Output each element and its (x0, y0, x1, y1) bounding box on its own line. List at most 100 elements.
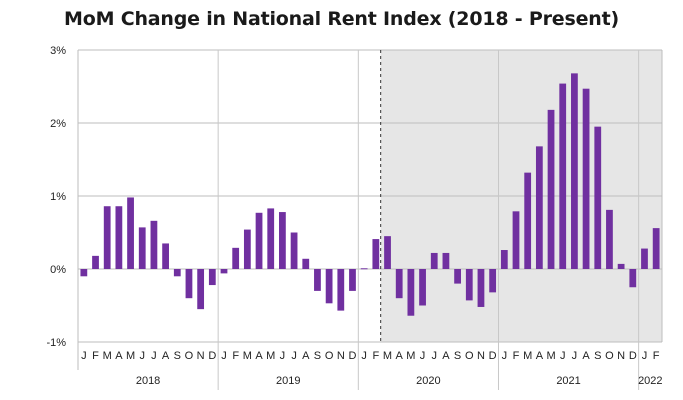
bar (407, 269, 415, 316)
month-tick-label: M (406, 350, 415, 362)
bar (524, 172, 532, 269)
month-tick-label: O (325, 350, 334, 362)
month-tick-label: O (185, 350, 194, 362)
month-tick-label: J (642, 350, 648, 362)
bar (127, 197, 134, 269)
chart-title: MoM Change in National Rent Index (2018 … (64, 8, 619, 30)
month-tick-label: F (372, 350, 379, 362)
bar (535, 146, 543, 269)
month-tick-label: F (653, 350, 660, 362)
bar (617, 263, 625, 269)
month-tick-label: F (513, 350, 520, 362)
y-tick-label: 0% (50, 264, 66, 276)
month-tick-label: S (174, 350, 181, 362)
bar (571, 73, 578, 269)
bar (419, 269, 426, 306)
bar (80, 269, 88, 277)
bar (594, 126, 602, 270)
month-tick-label: J (291, 350, 297, 362)
month-tick-label: M (266, 350, 275, 362)
bar (279, 212, 286, 269)
bar (652, 228, 660, 269)
month-tick-label: J (431, 350, 437, 362)
year-label: 2018 (136, 375, 160, 387)
bar (302, 258, 310, 269)
month-tick-label: D (349, 350, 357, 362)
month-tick-label: F (232, 350, 239, 362)
month-tick-label: N (617, 350, 625, 362)
bar (430, 252, 438, 269)
bar (442, 252, 450, 269)
month-tick-label: M (546, 350, 555, 362)
month-tick-label: A (536, 350, 544, 362)
x-axis-year-labels: 2018 2019 2020 2021 2022 (136, 375, 663, 387)
bar (243, 229, 251, 269)
month-tick-label: S (594, 350, 601, 362)
bar (454, 269, 461, 284)
y-tick-label: 2% (50, 118, 66, 130)
bar (173, 269, 181, 277)
bar (512, 211, 520, 269)
bar (197, 269, 205, 310)
month-tick-label: F (92, 350, 99, 362)
month-tick-label: A (255, 350, 263, 362)
bar (547, 109, 555, 269)
month-tick-label: J (151, 350, 157, 362)
bar (92, 255, 99, 269)
bar (185, 269, 193, 299)
year-separators (217, 50, 640, 390)
month-tick-label: J (139, 350, 145, 362)
bar (384, 236, 391, 269)
month-tick-label: S (454, 350, 461, 362)
bar (220, 269, 228, 274)
bar (559, 83, 567, 269)
month-tick-label: A (582, 350, 590, 362)
bar (290, 232, 298, 269)
month-tick-label: J (81, 350, 87, 362)
bar (360, 268, 368, 270)
bar (465, 269, 473, 301)
month-tick-label: J (361, 350, 367, 362)
bar (477, 269, 485, 307)
bar (337, 269, 345, 311)
month-tick-label: J (560, 350, 566, 362)
bar (255, 212, 263, 269)
year-label: 2022 (638, 375, 662, 387)
bar (629, 269, 637, 288)
bar (138, 227, 146, 269)
y-tick-label: 3% (50, 45, 66, 57)
bar (150, 220, 158, 269)
y-tick-label: 1% (50, 191, 66, 203)
year-label: 2021 (556, 375, 580, 387)
bar (641, 248, 648, 269)
bar (325, 269, 333, 304)
month-tick-label: S (314, 350, 321, 362)
month-tick-label: J (572, 350, 578, 362)
month-tick-label: M (383, 350, 392, 362)
month-tick-label: O (465, 350, 474, 362)
bars (80, 73, 660, 316)
y-tick-label: -1% (46, 337, 66, 349)
bar (103, 206, 111, 269)
month-tick-label: O (605, 350, 614, 362)
month-tick-label: M (523, 350, 532, 362)
bar (349, 269, 356, 291)
bar (115, 206, 123, 269)
month-tick-label: A (115, 350, 123, 362)
month-tick-label: A (162, 350, 170, 362)
bar (489, 269, 497, 293)
bar (606, 209, 613, 269)
bar (314, 269, 321, 291)
month-tick-label: A (442, 350, 450, 362)
month-tick-label: J (221, 350, 227, 362)
bar (395, 269, 403, 299)
month-tick-label: J (502, 350, 508, 362)
month-tick-label: J (420, 350, 426, 362)
bar (582, 88, 590, 269)
year-label: 2019 (276, 375, 300, 387)
month-tick-label: J (280, 350, 286, 362)
month-tick-label: N (477, 350, 485, 362)
year-label: 2020 (416, 375, 440, 387)
